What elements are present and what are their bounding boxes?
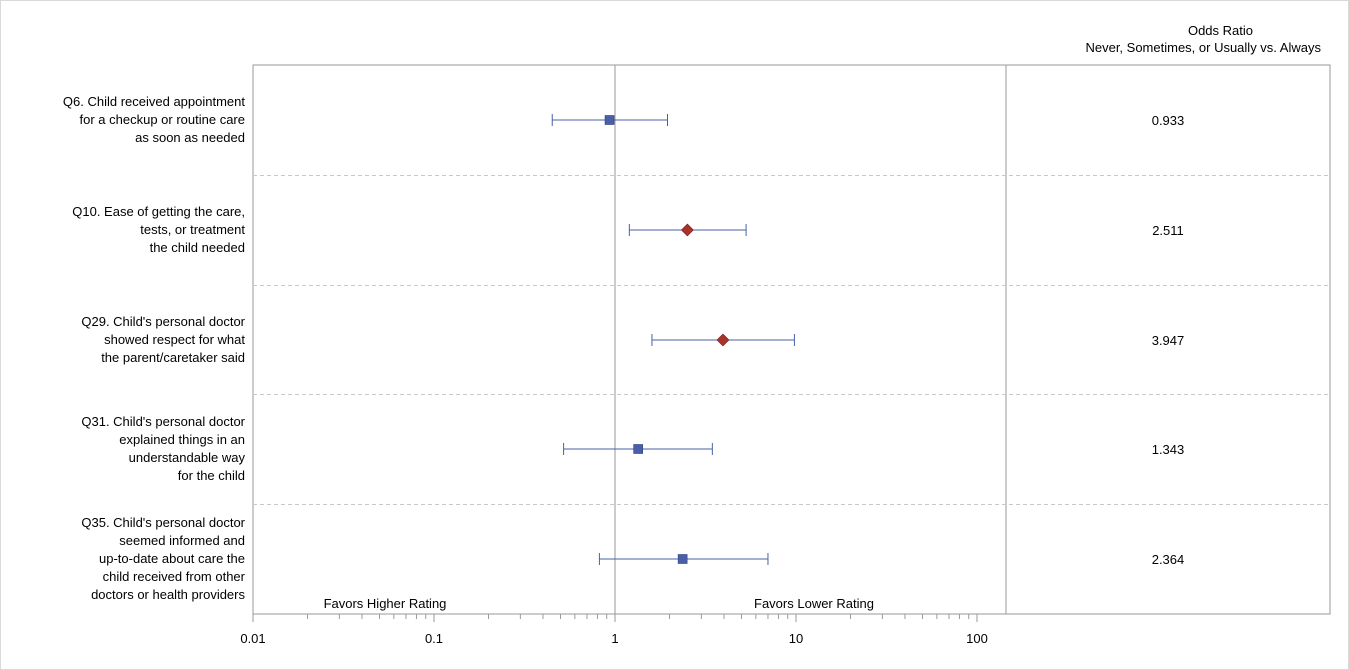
odds-ratio-value: 1.343 — [1152, 442, 1185, 457]
odds-ratio-header-line2: Never, Sometimes, or Usually vs. Always — [1085, 40, 1321, 55]
row-label: Q10. Ease of getting the care, tests, or … — [72, 204, 245, 255]
odds-ratio-value: 2.511 — [1152, 223, 1184, 238]
odds-ratio-point-diamond — [716, 333, 730, 347]
row-label-line: the parent/caretaker said — [101, 350, 245, 365]
row-label-line: the child needed — [150, 240, 245, 255]
row-label-line: understandable way — [129, 450, 246, 465]
x-axis-tick-label: 0.01 — [240, 631, 265, 646]
x-axis-tick-label: 1 — [611, 631, 618, 646]
row-label-line: child received from other — [103, 569, 246, 584]
row-label: Q35. Child's personal doctor seemed infor… — [81, 515, 245, 602]
odds-ratio-column-header: Odds Ratio Never, Sometimes, or Usually … — [921, 22, 1321, 56]
odds-ratio-point-square — [604, 115, 615, 125]
row-label-line: Q29. Child's personal doctor — [81, 314, 245, 329]
favors-higher-rating-annotation: Favors Higher Rating — [324, 596, 447, 611]
row-label-line: Q35. Child's personal doctor — [81, 515, 245, 530]
odds-ratio-value: 3.947 — [1152, 333, 1185, 348]
row-label-line: Q6. Child received appointment — [63, 94, 245, 109]
x-axis-tick-label: 100 — [966, 631, 988, 646]
row-label-line: explained things in an — [119, 432, 245, 447]
row-label-line: tests, or treatment — [140, 222, 245, 237]
odds-ratio-header-line1: Odds Ratio — [1187, 23, 1253, 38]
odds-ratio-point-square — [633, 444, 643, 454]
row-label: Q6. Child received appointment for a chec… — [63, 94, 245, 145]
x-axis-tick-label: 0.1 — [425, 631, 443, 646]
row-label-line: doctors or health providers — [91, 587, 245, 602]
row-label: Q31. Child's personal doctor explained th… — [81, 414, 245, 483]
odds-ratio-point-square — [677, 554, 688, 564]
row-label: Q29. Child's personal doctor showed respe… — [81, 314, 245, 365]
row-label-line: as soon as needed — [135, 130, 245, 145]
x-axis-tick-label: 10 — [789, 631, 803, 646]
row-label-line: up-to-date about care the — [99, 551, 245, 566]
favors-lower-rating-annotation: Favors Lower Rating — [754, 596, 874, 611]
row-label-line: seemed informed and — [119, 533, 245, 548]
row-label-line: Q10. Ease of getting the care, — [72, 204, 245, 219]
row-label-line: showed respect for what — [104, 332, 245, 347]
row-label-line: for a checkup or routine care — [80, 112, 245, 127]
odds-ratio-point-diamond — [680, 223, 694, 237]
plot-area-border — [252, 64, 1331, 615]
row-label-line: for the child — [178, 468, 245, 483]
odds-ratio-value: 0.933 — [1152, 113, 1185, 128]
odds-ratio-value: 2.364 — [1152, 552, 1185, 567]
row-label-line: Q31. Child's personal doctor — [81, 414, 245, 429]
